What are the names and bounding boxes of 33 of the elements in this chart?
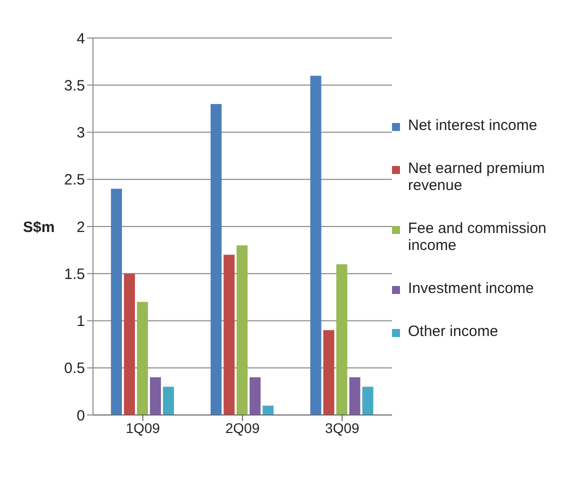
y-tick-label: 3.5 [64,77,85,94]
y-tick-label: 2.5 [64,172,85,189]
bar [349,377,360,415]
x-tick-label: 2Q09 [225,420,260,436]
y-axis-title: S$m [23,218,55,236]
bar [310,76,322,415]
y-tick-label: 2 [76,218,85,236]
y-tick-label: 0.5 [64,360,85,378]
bar [210,104,222,415]
x-tick-label: 3Q09 [325,420,360,436]
bar [136,302,148,415]
y-tick-label: 3 [76,124,85,142]
y-tick-label: 0 [76,407,85,424]
legend-label: Investment income [408,280,534,297]
x-tick-label: 1Q09 [126,420,160,436]
bar [124,274,135,415]
bar [224,254,235,415]
legend-label: Net interest income [408,117,538,134]
legend-label: Net earned premium revenue [408,160,546,194]
y-tick-label: 4 [76,30,85,48]
legend-label: Other income [408,323,498,340]
bar [110,188,122,415]
y-tick-label: 1.5 [64,266,85,283]
bar [250,377,261,415]
y-tick-label: 1 [76,313,85,330]
bar [362,386,374,415]
bar [262,406,274,415]
bar [162,386,174,415]
bar [150,377,161,415]
legend-label: Fee and commission income [408,220,548,254]
bar [236,245,248,415]
bar [323,330,334,415]
bar [336,264,348,415]
